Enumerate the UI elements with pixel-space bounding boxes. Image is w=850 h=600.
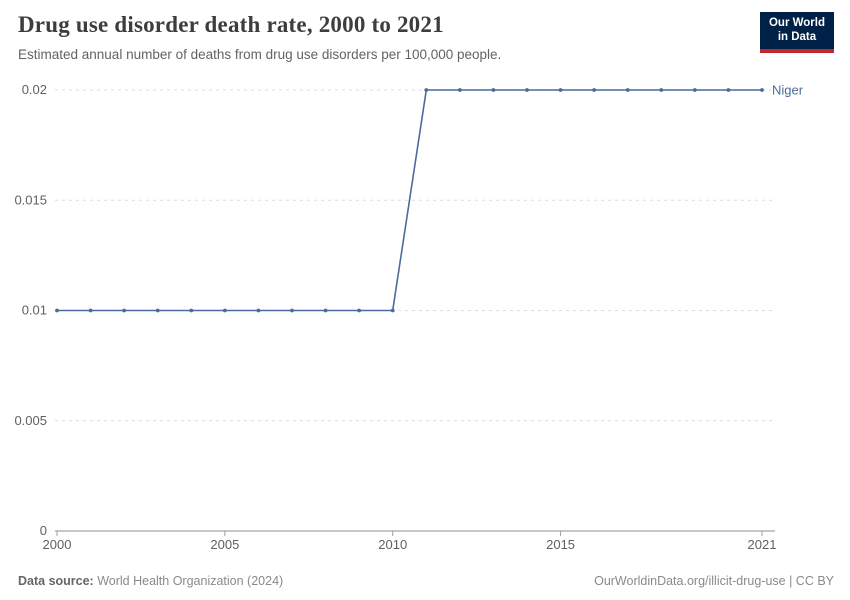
data-point[interactable] — [760, 88, 764, 92]
data-point[interactable] — [457, 88, 462, 92]
chart-subtitle: Estimated annual number of deaths from d… — [18, 47, 502, 62]
data-point[interactable] — [424, 88, 429, 92]
y-tick-label: 0.015 — [14, 192, 47, 207]
data-point[interactable] — [726, 88, 731, 92]
chart-title: Drug use disorder death rate, 2000 to 20… — [18, 12, 444, 37]
x-tick-label: 2010 — [378, 537, 407, 552]
owid-logo-line1: Our World — [768, 17, 825, 29]
data-point[interactable] — [222, 308, 227, 313]
data-point[interactable] — [625, 88, 630, 92]
chart-footer: Data source: World Health Organization (… — [18, 574, 834, 588]
data-point[interactable] — [357, 308, 362, 313]
data-point[interactable] — [692, 88, 697, 92]
data-point[interactable] — [525, 88, 529, 92]
data-point[interactable] — [55, 308, 59, 313]
chart-header: Drug use disorder death rate, 2000 to 20… — [18, 12, 750, 62]
x-tick-label: 2005 — [210, 537, 239, 552]
data-source-text: World Health Organization (2024) — [93, 574, 284, 588]
footer-citation-link[interactable]: OurWorldinData.org/illicit-drug-use | CC… — [594, 574, 834, 588]
y-tick-label: 0.01 — [22, 303, 47, 318]
y-tick-label: 0 — [40, 523, 47, 538]
data-point[interactable] — [323, 308, 328, 313]
y-tick-label: 0.02 — [22, 82, 47, 97]
y-axis: 0 0.005 0.01 0.015 0.02 — [14, 82, 775, 538]
data-point[interactable] — [290, 308, 294, 313]
x-tick-label: 2015 — [546, 537, 575, 552]
data-point[interactable] — [491, 88, 496, 92]
series-line-niger[interactable] — [57, 89, 762, 312]
x-axis: 2000 2005 2010 2015 2021 — [43, 531, 777, 552]
owid-logo-line2: in Data — [777, 30, 817, 43]
owid-logo[interactable]: Our World in Data — [759, 12, 834, 53]
data-point[interactable] — [155, 308, 160, 313]
line-chart-canvas: 0 0.005 0.01 0.015 0.02 2000 2005 2010 2015 2021 N… — [14, 82, 804, 552]
data-point[interactable] — [592, 88, 597, 92]
y-tick-label: 0.005 — [14, 413, 47, 428]
data-point[interactable] — [189, 308, 194, 313]
data-source: Data source: World Health Organization (… — [18, 574, 283, 588]
data-point[interactable] — [88, 308, 93, 313]
x-tick-label: 2000 — [43, 537, 72, 552]
series-label-niger[interactable]: Niger — [772, 83, 804, 98]
data-point[interactable] — [558, 88, 563, 92]
data-point[interactable] — [659, 88, 664, 92]
data-source-label: Data source: — [18, 574, 94, 588]
data-point[interactable] — [390, 308, 395, 313]
data-point[interactable] — [122, 308, 127, 313]
x-tick-label: 2021 — [748, 537, 777, 552]
data-point[interactable] — [256, 308, 261, 313]
